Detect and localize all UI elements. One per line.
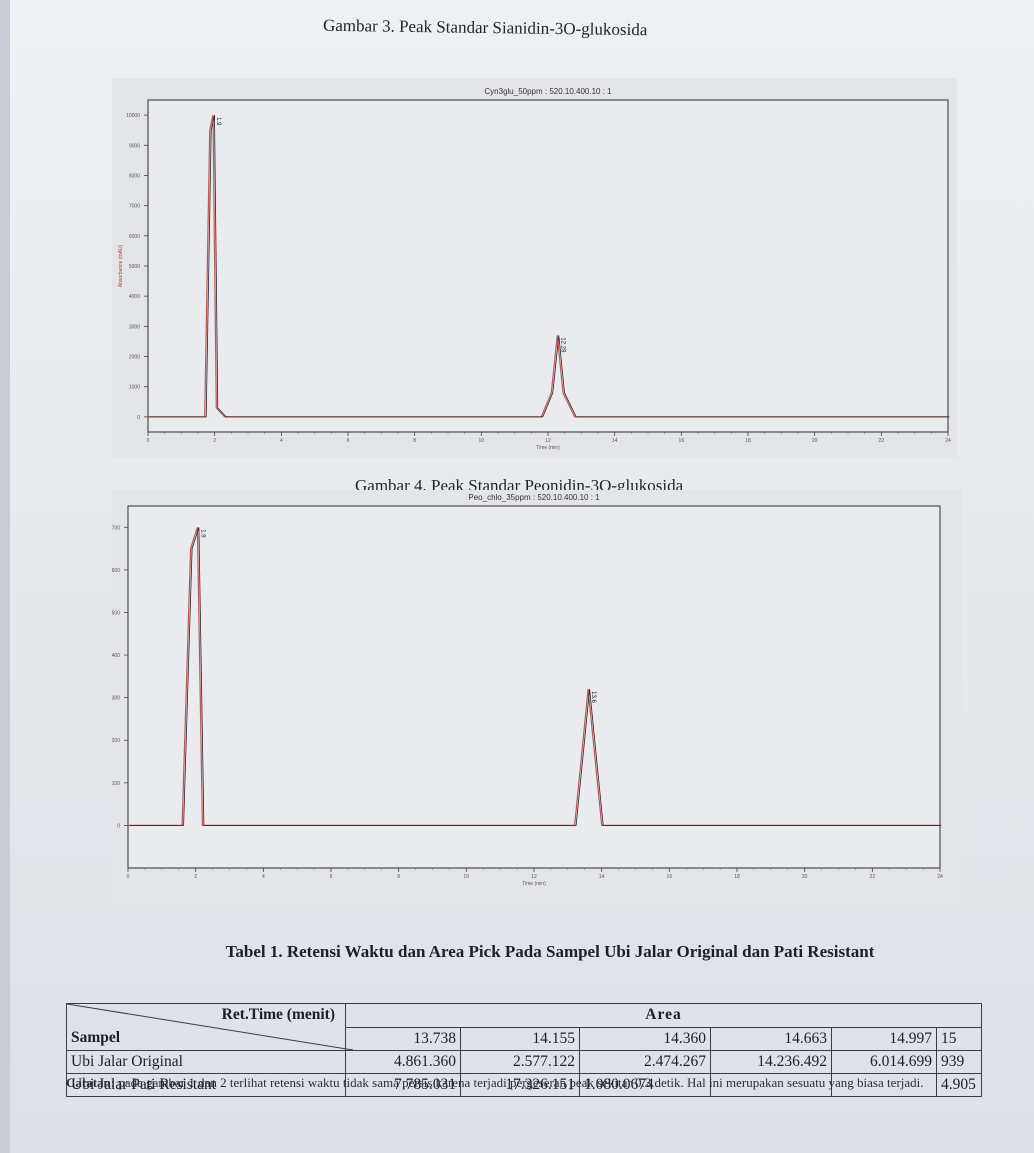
area-cell: 939 — [936, 1050, 982, 1074]
x-tick-label: 24 — [937, 874, 943, 880]
y-tick-label: 9000 — [129, 143, 140, 149]
y-tick-label: 1000 — [129, 385, 140, 391]
x-tick-label: 16 — [679, 438, 685, 444]
area-cell: 14.236.492 — [710, 1050, 832, 1074]
plot-title: Cyn3glu_50ppm : 520.10.400.10 : 1 — [484, 87, 612, 96]
x-tick-label: 10 — [464, 874, 470, 880]
ret-time-cell: 14.360 — [579, 1026, 711, 1051]
plot-frame — [127, 505, 941, 869]
series-line-dark — [149, 115, 950, 418]
chromatogram-peonidin-svg: Peo_chlo_35ppm : 520.10.400.10 : 1010020… — [112, 493, 943, 887]
ret-time-cell: 14.997 — [831, 1026, 937, 1051]
figure3-caption: Gambar 3. Peak Standar Sianidin-3O-gluko… — [322, 15, 648, 40]
y-tick-label: 2000 — [129, 355, 140, 361]
x-tick-label: 14 — [599, 874, 605, 880]
y-tick-label: 400 — [112, 653, 120, 659]
ret-time-cell: 14.663 — [710, 1026, 832, 1051]
x-tick-label: 8 — [413, 438, 416, 444]
y-tick-label: 0 — [137, 415, 140, 421]
area-cell: 6.014.699 — [831, 1050, 937, 1074]
plot-title: Peo_chlo_35ppm : 520.10.400.10 : 1 — [468, 493, 600, 502]
y-tick-label: 10000 — [126, 113, 140, 119]
y-axis-label: Absorbance (mAU) — [118, 244, 124, 287]
x-tick-label: 18 — [745, 438, 751, 444]
area-cell: 4.905 — [936, 1073, 982, 1097]
table-note: Catatan: pada gambar 1 dan 2 terlihat re… — [66, 1074, 986, 1091]
sampel-header: Sampel — [71, 1029, 121, 1046]
note-label: Catatan: — [66, 1075, 116, 1090]
y-tick-label: 3000 — [129, 324, 140, 330]
x-tick-label: 10 — [479, 438, 485, 444]
y-tick-label: 0 — [117, 823, 120, 829]
table-title: Tabel 1. Retensi Waktu dan Area Pick Pad… — [225, 942, 875, 961]
area-group-header: Area — [345, 1003, 982, 1028]
area-cell — [831, 1073, 937, 1097]
x-tick-label: 16 — [667, 874, 673, 880]
peak-label: 1.9 — [199, 529, 205, 538]
ret-time-cell: 14.155 — [460, 1026, 580, 1051]
x-tick-label: 12 — [545, 438, 551, 444]
x-tick-label: 20 — [802, 874, 808, 880]
y-tick-label: 4000 — [129, 294, 140, 300]
x-tick-label: 2 — [213, 438, 216, 444]
x-axis-label: Time (min) — [536, 445, 560, 451]
row-label: Ubi Jalar Pati Resistant — [66, 1073, 346, 1097]
table-header-row: Ret.Time (menit) Sampel Area — [66, 1003, 982, 1051]
area-cell: 17.326.151 — [460, 1073, 580, 1097]
x-tick-label: 12 — [531, 874, 537, 880]
peak-label: 1.9 — [215, 117, 221, 126]
x-tick-label: 6 — [347, 438, 350, 444]
corner-header-cell: Ret.Time (menit) Sampel — [66, 1003, 353, 1051]
y-tick-label: 500 — [112, 610, 120, 616]
y-tick-label: 6000 — [129, 234, 140, 240]
diagonal-divider — [67, 1004, 353, 1050]
x-tick-label: 8 — [397, 874, 400, 880]
y-tick-label: 200 — [112, 738, 120, 744]
y-tick-label: 8000 — [129, 173, 140, 179]
table-row: Ubi Jalar Original 4.861.360 2.577.122 2… — [66, 1050, 982, 1074]
x-tick-label: 0 — [127, 874, 130, 880]
page-edge — [0, 0, 10, 1153]
table-row: Ubi Jalar Pati Resistant 7.785.031 17.32… — [66, 1073, 982, 1097]
ret-time-cell: 13.738 — [345, 1026, 461, 1051]
area-cell: 7.785.031 — [345, 1073, 461, 1097]
x-tick-label: 22 — [879, 438, 885, 444]
note-text: pada gambar 1 dan 2 terlihat retensi wak… — [118, 1075, 924, 1090]
chromatogram-sianidin: Cyn3glu_50ppm : 520.10.400.10 : 1 0 1000 20… — [112, 78, 957, 458]
area-cell — [710, 1073, 832, 1097]
y-tick-label: 300 — [112, 696, 120, 702]
ret-time-cell: 15 — [936, 1026, 982, 1051]
peak-label: 13.6 — [590, 691, 596, 703]
x-tick-label: 0 — [147, 438, 150, 444]
x-tick-label: 20 — [812, 438, 818, 444]
area-cell: 4.861.360 — [345, 1050, 461, 1074]
area-cell: 1.080.0674 — [579, 1073, 711, 1097]
x-tick-label: 2 — [194, 874, 197, 880]
x-tick-label: 6 — [330, 874, 333, 880]
row-label: Ubi Jalar Original — [66, 1050, 346, 1074]
x-tick-label: 4 — [280, 438, 283, 444]
x-tick-label: 24 — [945, 438, 951, 444]
area-cell: 2.474.267 — [579, 1050, 711, 1074]
chromatogram-peonidin: Peo_chlo_35ppm : 520.10.400.10 : 1 0 100 20… — [112, 490, 962, 900]
y-tick-label: 600 — [112, 568, 120, 574]
peak-label: 12.28 — [559, 337, 565, 353]
x-tick-label: 18 — [734, 874, 740, 880]
series-line-dark — [129, 527, 942, 826]
y-tick-label: 7000 — [129, 204, 140, 210]
ret-time-header: Ret.Time (menit) — [221, 1006, 335, 1023]
y-tick-label: 700 — [112, 525, 120, 531]
area-cell: 2.577.122 — [460, 1050, 580, 1074]
chromatogram-sianidin-svg: Cyn3glu_50ppm : 520.10.400.10 : 10100020… — [118, 87, 951, 451]
retention-area-table: Ret.Time (menit) Sampel Area 13.738 14.1… — [66, 1003, 982, 1097]
y-tick-label: 100 — [112, 781, 120, 787]
x-axis-label: Time (min) — [522, 881, 546, 887]
x-tick-label: 14 — [612, 438, 618, 444]
ret-time-row: 13.738 14.155 14.360 14.663 14.997 15 — [67, 1026, 982, 1051]
y-tick-label: 5000 — [129, 264, 140, 270]
plot-frame — [147, 99, 949, 433]
x-tick-label: 4 — [262, 874, 265, 880]
x-tick-label: 22 — [870, 874, 876, 880]
